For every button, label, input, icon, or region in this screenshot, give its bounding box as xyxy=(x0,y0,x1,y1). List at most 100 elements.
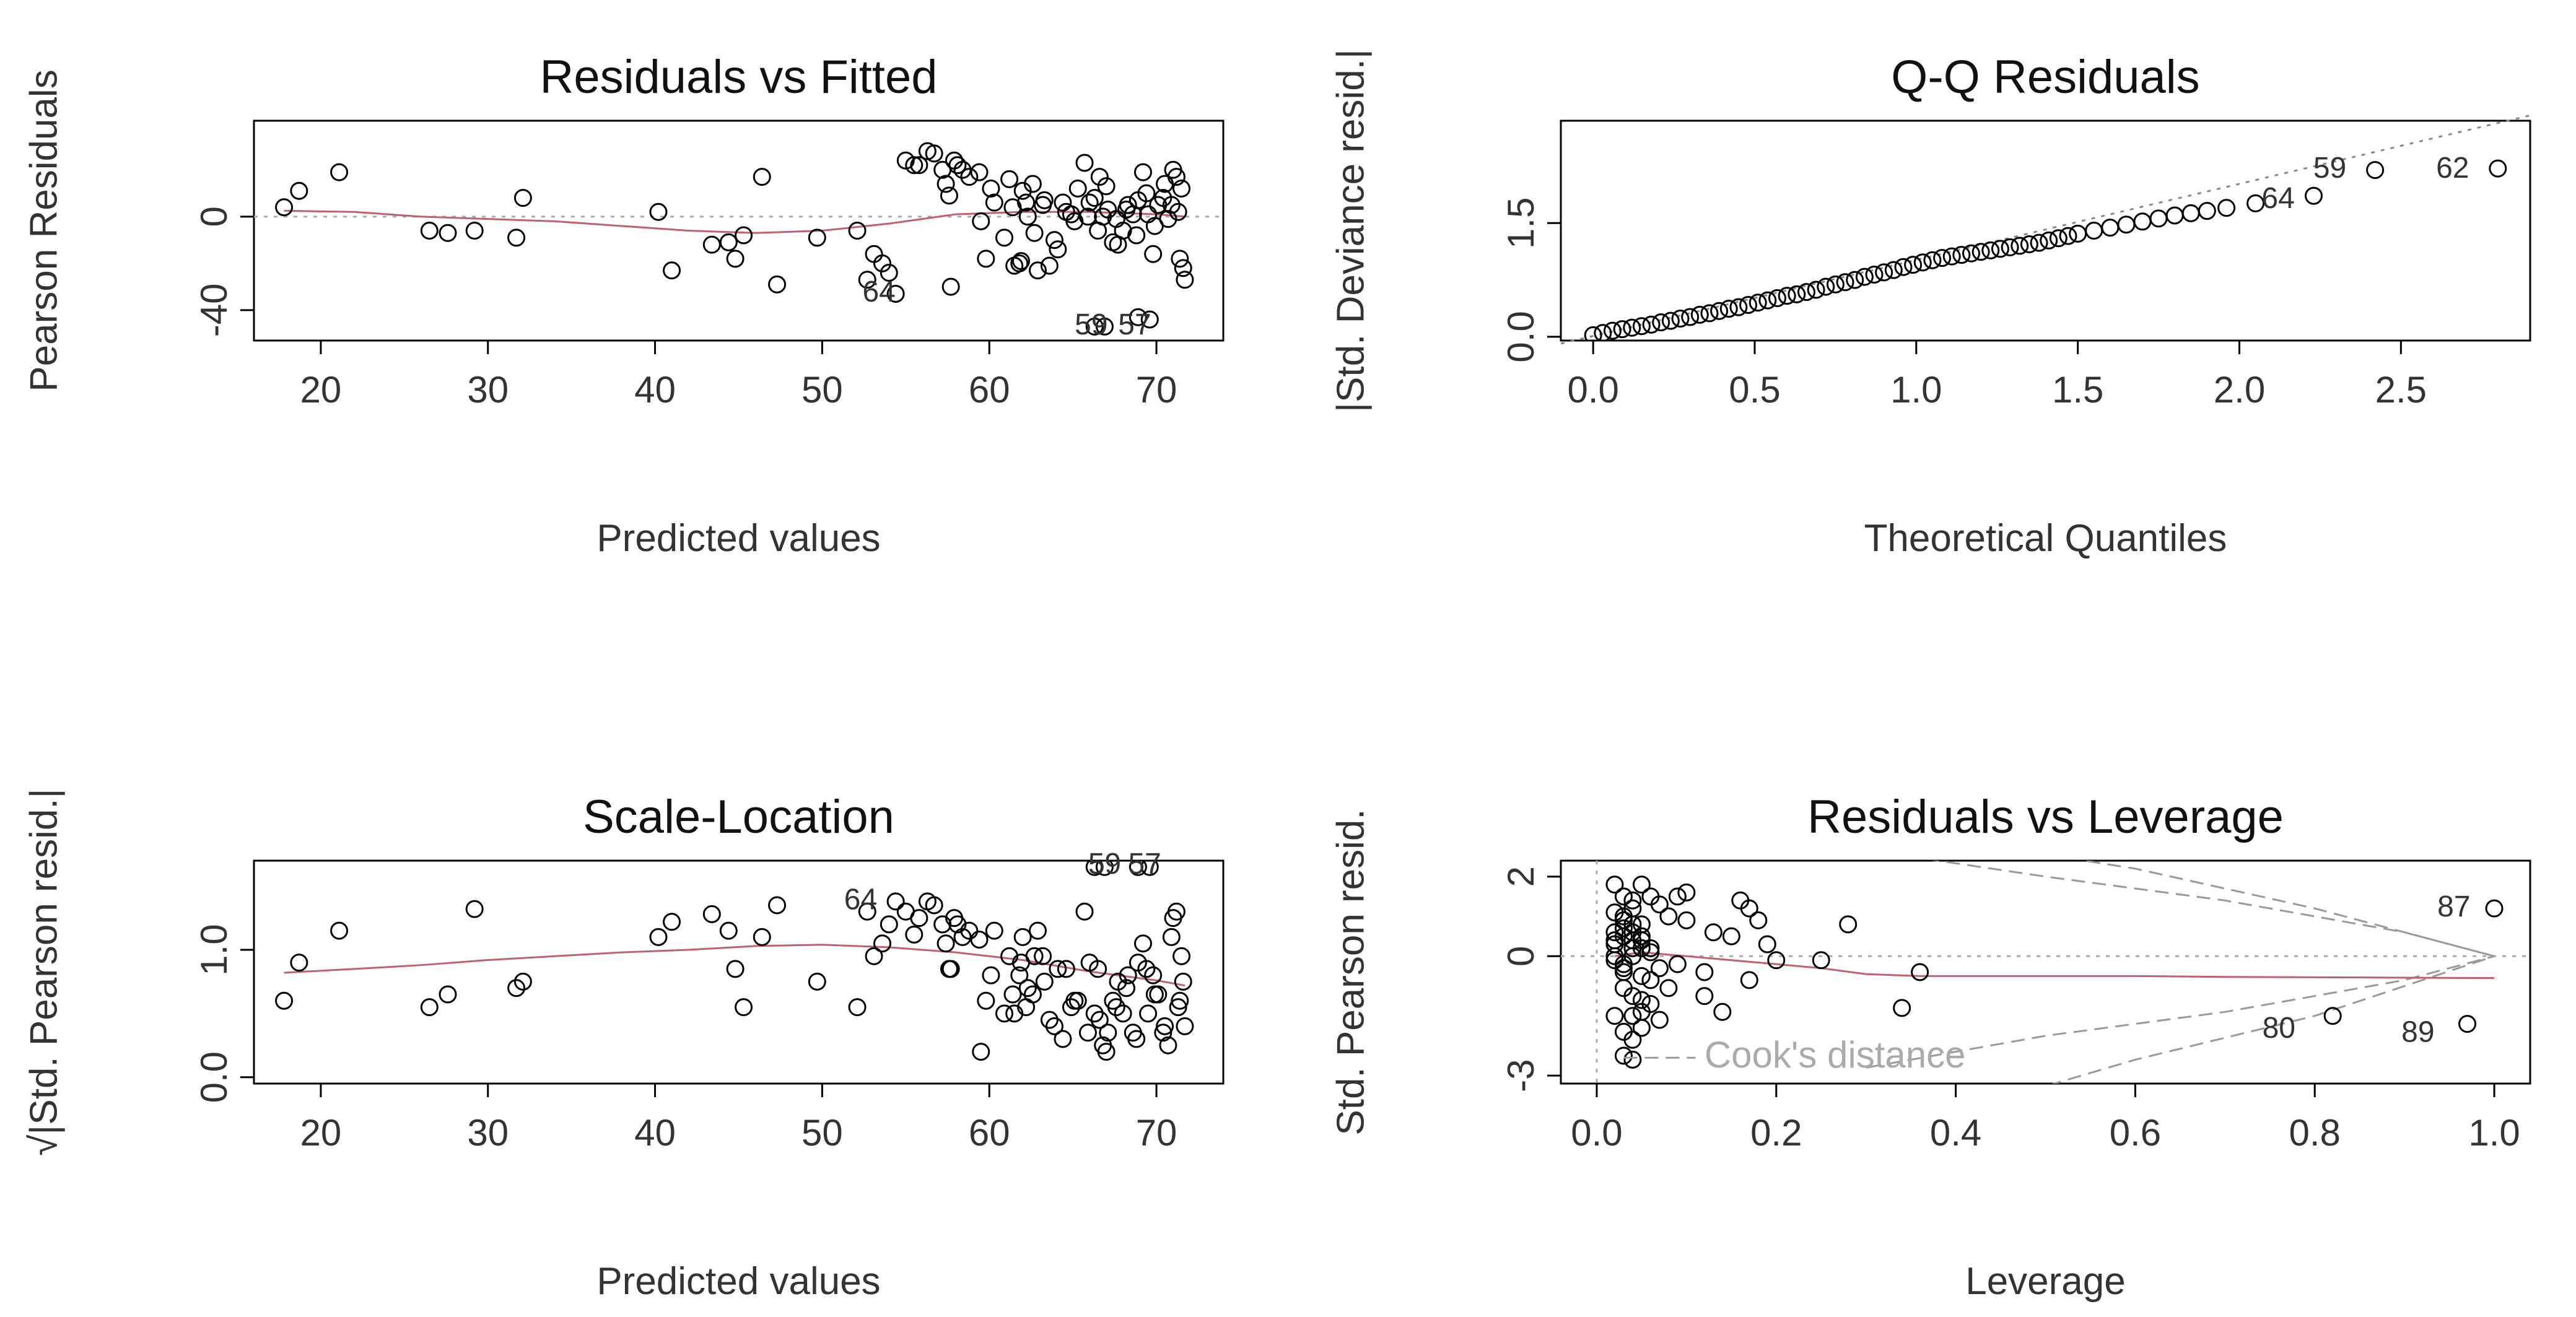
data-point xyxy=(1068,180,1087,198)
data-point xyxy=(513,972,532,991)
cooks-contour-lower-outer xyxy=(2051,955,2495,1084)
data-point xyxy=(649,928,668,946)
data-point xyxy=(2011,237,2029,255)
data-point xyxy=(1677,911,1696,929)
data-point xyxy=(1614,911,1633,929)
data-point xyxy=(848,222,867,240)
data-point xyxy=(1632,1002,1651,1021)
data-point xyxy=(1133,163,1152,181)
data-point xyxy=(1632,927,1651,945)
plot-frame xyxy=(253,859,1225,1085)
data-point xyxy=(2030,233,2048,252)
data-point xyxy=(953,160,972,179)
data-point xyxy=(1119,966,1137,984)
panel-2: 0.0 0.5 1.0 1.5 2.0 2.5 0.0 1.5 Q-Q Residuals The… xyxy=(1329,49,2531,560)
data-point xyxy=(1099,1024,1117,1042)
plot-area xyxy=(1605,861,2504,1084)
data-point xyxy=(1614,919,1633,937)
data-point xyxy=(1632,991,1651,1009)
data-point xyxy=(1826,275,1845,293)
data-point xyxy=(2020,235,2038,254)
data-point xyxy=(1080,193,1099,212)
x-tick-label: 40 xyxy=(634,369,676,411)
data-point xyxy=(1641,971,1660,989)
x-tick-label: 30 xyxy=(467,369,509,411)
data-point xyxy=(1023,175,1042,193)
y-axis-label: Pearson Residuals xyxy=(22,69,65,391)
data-point xyxy=(1695,963,1714,981)
point-annotation: 87 xyxy=(2437,890,2470,923)
x-tick-label: 40 xyxy=(634,1112,676,1154)
data-point xyxy=(982,966,1000,984)
data-point xyxy=(972,1043,990,1061)
data-point xyxy=(1740,971,1758,989)
data-point xyxy=(2458,1015,2477,1033)
data-point xyxy=(1704,923,1722,942)
data-point xyxy=(1145,217,1164,235)
data-point xyxy=(1156,175,1174,193)
panel-1: 20 30 40 50 60 70 -40 0 Residuals vs Fitted Predi… xyxy=(22,51,1225,560)
data-point xyxy=(1045,231,1063,250)
data-point xyxy=(1028,921,1047,940)
data-point xyxy=(1174,972,1192,991)
data-point xyxy=(1659,979,1678,998)
data-point xyxy=(1632,967,1651,985)
data-point xyxy=(1017,193,1036,212)
data-point xyxy=(1000,170,1019,188)
data-point xyxy=(1904,256,1923,274)
data-point xyxy=(985,921,1003,940)
data-point xyxy=(977,991,995,1010)
data-point xyxy=(2069,224,2087,243)
cooks-legend-label: Cook's distance xyxy=(1705,1034,1966,1076)
data-point xyxy=(1085,317,1104,336)
data-point xyxy=(1085,189,1104,207)
data-point xyxy=(1614,963,1633,981)
data-point xyxy=(1172,180,1191,198)
data-point xyxy=(1614,887,1633,906)
data-point xyxy=(290,181,308,200)
data-point xyxy=(941,277,960,296)
data-point xyxy=(2246,194,2265,212)
data-point xyxy=(1923,251,1942,269)
data-point xyxy=(910,156,928,175)
data-point xyxy=(726,960,744,978)
data-point xyxy=(1013,928,1032,946)
point-annotation: 89 xyxy=(2401,1015,2434,1048)
data-point xyxy=(1971,243,1990,261)
plot-area xyxy=(275,861,1194,1061)
x-axis-label: Leverage xyxy=(1965,1260,2126,1303)
panel-3: 20 30 40 50 60 70 0.0 1.0 Scale-Location Predicte… xyxy=(22,788,1225,1303)
x-tick-label: 1.0 xyxy=(1890,369,1942,411)
cooks-contour-upper-inner xyxy=(1931,861,2495,957)
x-tick-label: 0.6 xyxy=(2110,1112,2161,1154)
data-point xyxy=(1681,308,1700,326)
plot-area xyxy=(1584,159,2507,341)
data-point xyxy=(1167,902,1185,921)
data-point xyxy=(1817,277,1835,296)
y-tick-label: 0 xyxy=(193,206,235,227)
data-point xyxy=(880,915,898,934)
data-point xyxy=(1127,226,1146,245)
data-point xyxy=(1097,1043,1116,1061)
data-point xyxy=(726,250,744,268)
data-point xyxy=(1614,1022,1633,1041)
plot-area xyxy=(275,142,1194,336)
x-tick-label: 2.5 xyxy=(2375,369,2427,411)
data-point xyxy=(1778,287,1796,305)
data-point xyxy=(1017,998,1036,1017)
data-point xyxy=(702,905,721,923)
y-axis-label: |Std. Deviance resid.| xyxy=(1329,49,1372,412)
data-point xyxy=(1812,951,1830,970)
data-point xyxy=(1836,273,1854,292)
x-tick-label: 0.0 xyxy=(1567,369,1618,411)
data-point xyxy=(865,245,883,263)
data-point xyxy=(1671,310,1690,328)
data-point xyxy=(1075,154,1094,172)
data-point xyxy=(1642,315,1661,334)
data-point xyxy=(1623,318,1641,337)
data-point xyxy=(1839,915,1858,934)
data-point xyxy=(953,928,972,946)
data-point xyxy=(1623,1007,1642,1025)
data-point xyxy=(719,921,738,940)
data-point xyxy=(1952,246,1971,264)
